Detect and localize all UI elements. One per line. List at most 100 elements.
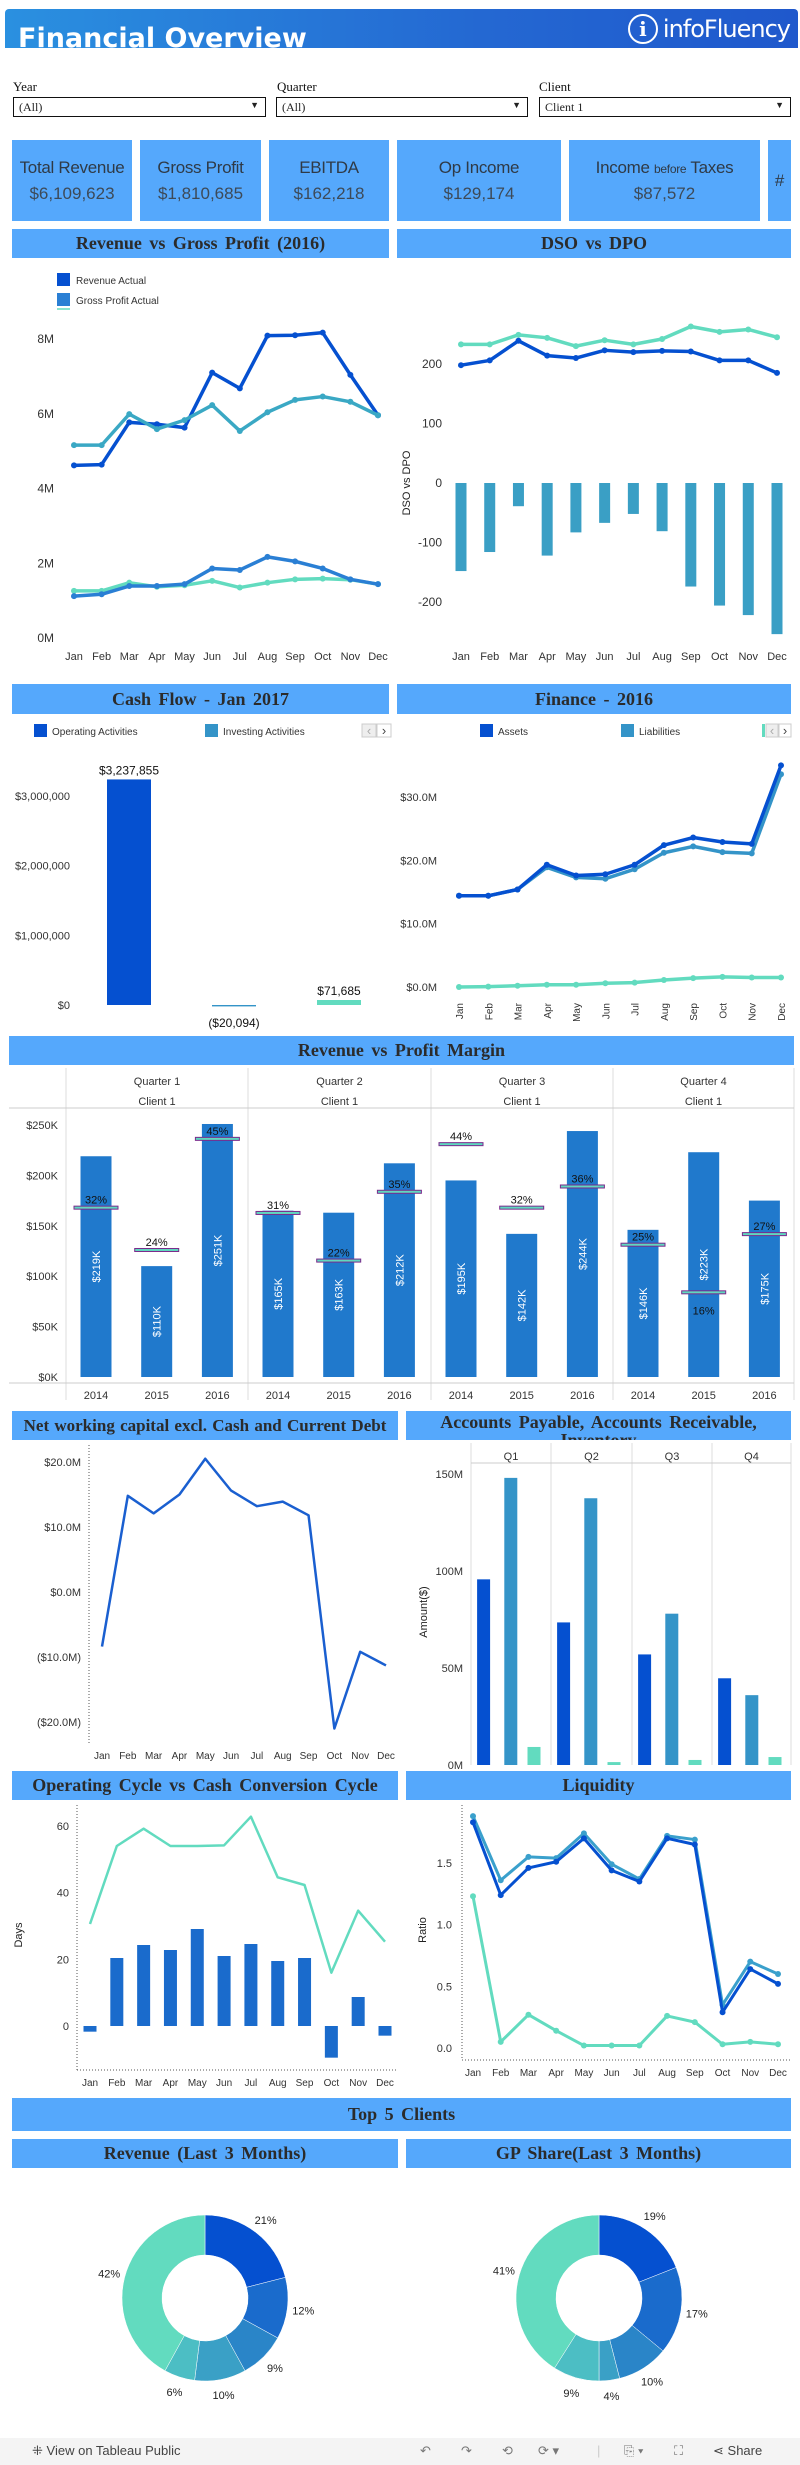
dso-series-point [716, 328, 723, 335]
dso-series-point [544, 352, 551, 359]
y-tick-label: $0.0M [406, 982, 437, 994]
dso-series-point [458, 341, 464, 348]
quarter-dropdown[interactable]: (All) ▼ [276, 97, 528, 117]
year-label: 2015 [509, 1390, 533, 1402]
revenue-bar-label: $146K [638, 1287, 650, 1319]
revert-button[interactable]: ⟲ [502, 2443, 513, 2458]
x-tick-label: Jun [216, 2078, 232, 2089]
y-tick-label: $20.0M [44, 1457, 81, 1469]
revenue-gp-series-point [181, 424, 188, 431]
y-tick-label: $100K [26, 1271, 58, 1283]
redo-button[interactable]: ↷ [461, 2443, 472, 2458]
donut-slice-label: 19% [644, 2211, 666, 2223]
finance-series-point [778, 762, 784, 769]
finance-series-point [485, 892, 492, 899]
liquidity-series-point [775, 2041, 781, 2048]
year-dropdown[interactable]: (All) ▼ [13, 97, 266, 117]
ap-ar-inv-bar [557, 1622, 571, 1765]
kpi-gross-profit: Gross Profit $1,810,685 [140, 140, 261, 221]
download-button[interactable]: ⎘ ▾ [624, 2443, 644, 2458]
divider: | [597, 2443, 601, 2458]
view-on-tableau-link[interactable]: ⁜ View on Tableau Public [32, 2443, 180, 2459]
client-dropdown-value: Client 1 [545, 100, 584, 114]
y-tick-label: 0 [63, 2021, 69, 2033]
kpi-income-before-taxes: Income before Taxes $87,572 [569, 140, 760, 221]
dashboard-title: Financial Overview [18, 23, 307, 48]
cash-conversion-bar [83, 2026, 97, 2032]
donut-slice-label: 10% [641, 2377, 663, 2389]
y-tick-label: ($10.0M) [37, 1652, 81, 1664]
year-dropdown-value: (All) [19, 100, 43, 114]
x-tick-label: Sep [300, 1751, 318, 1762]
liquidity-series-point [664, 1835, 671, 1842]
finance-series-point [514, 982, 521, 989]
finance-series-point [514, 886, 521, 893]
finance-series-point [631, 979, 638, 986]
section-header-top5: Top 5 Clients [12, 2098, 791, 2131]
y-tick-label: 100 [422, 417, 442, 431]
donut-slice [515, 2214, 600, 2369]
finance-series-point [660, 842, 667, 849]
y-axis-title: Amount($) [418, 1586, 430, 1637]
finance-series-point [631, 866, 638, 873]
revenue-gp-series-point [153, 421, 160, 428]
liquidity-series-point [747, 1958, 754, 1965]
y-tick-label: 20 [57, 1954, 69, 1966]
cash-legend-label: Investing Activities [223, 727, 305, 738]
undo-button[interactable]: ↶ [420, 2443, 431, 2458]
x-tick-label: Jul [245, 2078, 258, 2089]
kpi-label-part: Taxes [686, 157, 734, 177]
kpi-value: $129,174 [443, 183, 515, 203]
cash-conversion-bar [378, 2026, 392, 2036]
finance-legend-label: Liabilities [639, 727, 680, 738]
dpo-bar [627, 483, 639, 514]
revenue-gp-series-line [73, 555, 379, 598]
revenue-gp-series-point [209, 402, 216, 409]
logo-text: infoFluency [662, 15, 791, 43]
liquidity-series-point [608, 1867, 615, 1874]
finance-series-point [602, 875, 609, 882]
revenue-gp-series-point [236, 385, 243, 392]
liquidity-series-point [608, 2042, 615, 2049]
fullscreen-button[interactable]: ⛶ [674, 2443, 684, 2458]
dpo-bar [742, 483, 754, 616]
share-button[interactable]: ⋖ Share [713, 2443, 762, 2459]
ap-ar-inv-bar [638, 1654, 652, 1765]
revenue-gp-series-point [319, 575, 326, 582]
finance-series-point [719, 838, 726, 845]
dpo-bar [484, 483, 496, 553]
revenue-gp-series-point [126, 583, 133, 590]
section-header-nwc: Net working capital excl. Cash and Curre… [12, 1411, 398, 1440]
x-tick-label: Nov [341, 651, 361, 663]
legend-next-button [778, 723, 792, 738]
client-filter-label: Client [539, 79, 571, 94]
kpi-value: $162,218 [293, 183, 365, 203]
profit-margin-marker [681, 1290, 727, 1295]
liquidity-series-line [471, 1896, 779, 2048]
liquidity-series-line [471, 1821, 779, 2014]
section-header-rev-3m: Revenue (Last 3 Months) [12, 2139, 398, 2168]
finance-series-point [690, 834, 697, 841]
quarter-label: Quarter 4 [680, 1076, 726, 1088]
quarter-label: Q3 [665, 1451, 680, 1463]
dso-series-point [630, 349, 637, 356]
kpi-label: EBITDA [299, 157, 359, 177]
revenue-gp-series-point [98, 461, 105, 468]
year-label: 2014 [449, 1390, 473, 1402]
profit-margin-label: 45% [206, 1126, 228, 1138]
liquidity-series-point [636, 2042, 643, 2049]
liquidity-series-point [525, 1864, 532, 1871]
finance-series-point [456, 892, 462, 899]
year-label: 2016 [570, 1390, 594, 1402]
y-tick-label: 60 [57, 1821, 69, 1833]
ap-ar-inv-bar [477, 1579, 491, 1765]
refresh-button[interactable]: ⟳ ▾ [538, 2443, 560, 2458]
ap-ar-inv-bar [584, 1498, 598, 1765]
year-label: 2015 [144, 1390, 168, 1402]
y-tick-label: $200K [26, 1170, 58, 1182]
liquidity-series-point [525, 1853, 532, 1860]
x-tick-label: Sep [686, 2068, 704, 2079]
profit-margin-label: 24% [146, 1237, 168, 1249]
client-dropdown[interactable]: Client 1 ▼ [539, 97, 791, 117]
dropdown-arrow-icon: ▼ [512, 100, 521, 110]
